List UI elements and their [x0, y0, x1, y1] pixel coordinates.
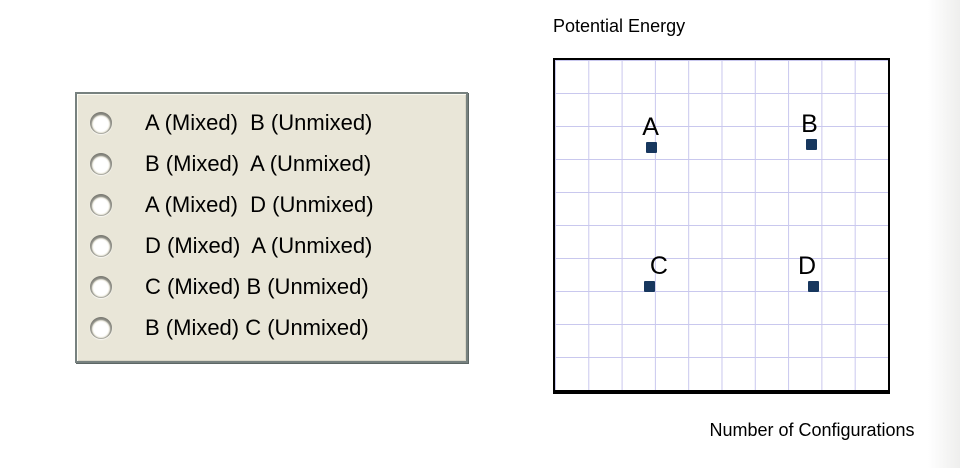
option-label-5: C (Mixed) B (Unmixed): [145, 273, 369, 299]
page-edge-gradient: [928, 0, 960, 468]
chart-x-axis-title: Number of Configurations: [709, 420, 915, 440]
option-radio-5[interactable]: [90, 275, 112, 298]
option-radio-1[interactable]: [90, 111, 112, 134]
data-point-c: [644, 280, 656, 292]
option-label-6: B (Mixed) C (Unmixed): [145, 314, 369, 340]
point-label-c: C: [649, 251, 668, 280]
option-radio-3[interactable]: [90, 193, 112, 216]
option-row-4[interactable]: D (Mixed) A (Unmixed): [77, 225, 466, 266]
point-label-a: A: [642, 112, 659, 141]
option-radio-6[interactable]: [90, 316, 112, 339]
option-row-5[interactable]: C (Mixed) B (Unmixed): [77, 266, 466, 307]
chart-y-axis-title: Potential Energy: [553, 16, 686, 36]
data-point-d: [807, 280, 819, 292]
point-label-b: B: [801, 109, 818, 138]
option-row-3[interactable]: A (Mixed) D (Unmixed): [77, 184, 466, 225]
option-row-6[interactable]: B (Mixed) C (Unmixed): [77, 307, 466, 348]
option-label-1: A (Mixed) B (Unmixed): [145, 109, 373, 135]
answer-options-panel: A (Mixed) B (Unmixed) B (Mixed) A (Unmix…: [75, 92, 468, 363]
chart-plot-area: A B C D: [553, 58, 890, 394]
option-row-1[interactable]: A (Mixed) B (Unmixed): [77, 102, 466, 143]
option-radio-2[interactable]: [90, 152, 112, 175]
option-row-2[interactable]: B (Mixed) A (Unmixed): [77, 143, 466, 184]
point-label-d: D: [798, 251, 817, 280]
option-label-3: A (Mixed) D (Unmixed): [145, 191, 374, 217]
option-label-2: B (Mixed) A (Unmixed): [145, 150, 372, 176]
option-label-4: D (Mixed) A (Unmixed): [145, 232, 373, 258]
option-radio-4[interactable]: [90, 234, 112, 257]
data-point-b: [805, 138, 817, 150]
data-point-a: [646, 141, 658, 153]
